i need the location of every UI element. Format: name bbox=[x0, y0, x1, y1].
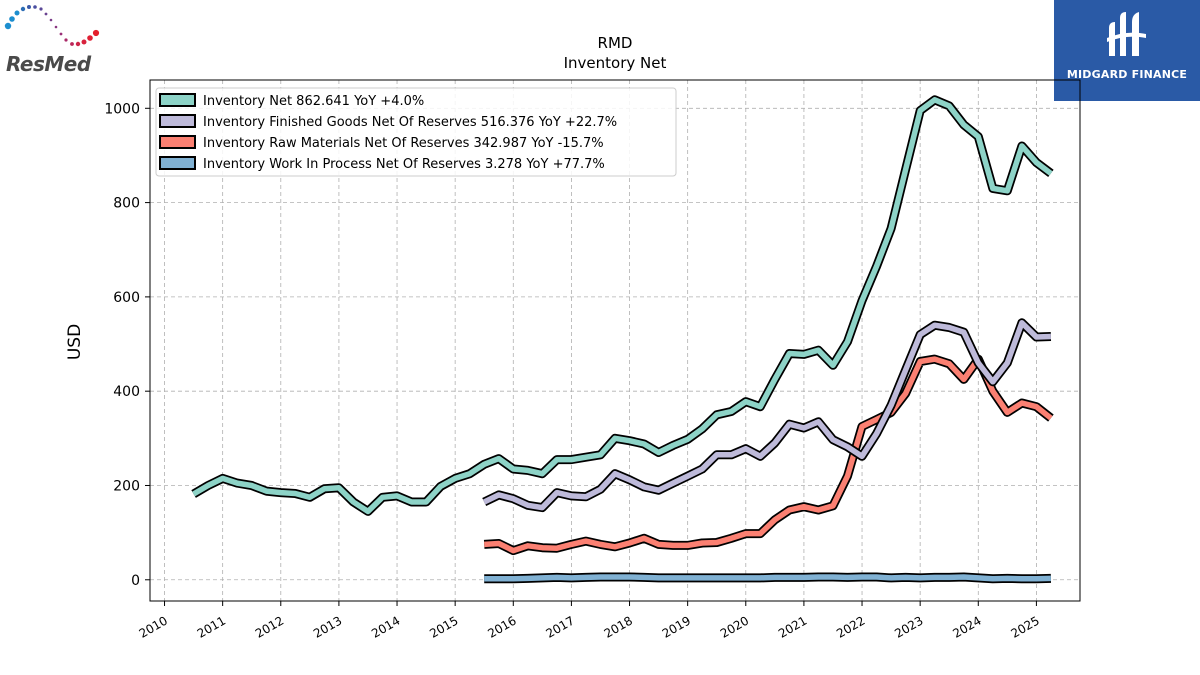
legend-label: Inventory Finished Goods Net Of Reserves… bbox=[203, 115, 617, 130]
x-tick-label: 2011 bbox=[195, 613, 228, 640]
midgard-emblem-icon bbox=[1107, 12, 1146, 56]
y-tick-label: 0 bbox=[131, 573, 140, 589]
legend-swatch bbox=[159, 114, 196, 128]
y-tick-label: 1000 bbox=[104, 101, 140, 117]
midgard-wordmark: MIDGARD FINANCE bbox=[1066, 68, 1188, 81]
x-tick-label: 2022 bbox=[834, 613, 867, 640]
y-tick-label: 200 bbox=[113, 478, 140, 494]
series-line bbox=[482, 320, 1051, 511]
x-tick-label: 2013 bbox=[311, 613, 344, 640]
resmed-wave-icon bbox=[4, 5, 100, 47]
series-layer bbox=[191, 95, 1054, 584]
legend-label: Inventory Work In Process Net Of Reserve… bbox=[203, 157, 605, 172]
x-tick-label: 2015 bbox=[427, 613, 460, 640]
legend-label: Inventory Raw Materials Net Of Reserves … bbox=[203, 136, 604, 151]
series-line bbox=[192, 97, 1053, 515]
chart-subtitle: Inventory Net bbox=[564, 54, 667, 72]
legend-swatch bbox=[159, 135, 196, 149]
legend-swatch bbox=[159, 93, 196, 107]
x-tick-label: 2017 bbox=[543, 613, 576, 640]
legend: Inventory Net 862.641 YoY +4.0% Inventory… bbox=[155, 87, 677, 177]
x-tick-label: 2018 bbox=[602, 613, 635, 640]
legend-swatch bbox=[159, 156, 196, 170]
y-tick-label: 800 bbox=[113, 196, 140, 212]
legend-label: Inventory Net 862.641 YoY +4.0% bbox=[203, 94, 424, 109]
plot-frame bbox=[149, 79, 1081, 602]
series-line bbox=[484, 356, 1053, 554]
y-tick-label: 400 bbox=[113, 384, 140, 400]
x-tick-label: 2010 bbox=[137, 613, 170, 640]
x-tick-label: 2019 bbox=[660, 613, 693, 640]
x-tick-label: 2020 bbox=[718, 613, 751, 640]
resmed-logo: ResMed bbox=[2, 2, 102, 82]
series-line bbox=[484, 574, 1051, 582]
x-tick-label: 2023 bbox=[892, 613, 925, 640]
x-tick-label: 2016 bbox=[485, 613, 518, 640]
y-axis-label: USD bbox=[65, 324, 85, 360]
series-outline bbox=[482, 318, 1052, 513]
x-tick-label: 2021 bbox=[776, 613, 809, 640]
legend-box bbox=[155, 87, 677, 177]
y-tick-label: 600 bbox=[113, 290, 140, 306]
x-tick-label: 2024 bbox=[950, 613, 983, 640]
resmed-wordmark: ResMed bbox=[6, 52, 91, 76]
x-tick-label: 2025 bbox=[1008, 613, 1041, 640]
x-tick-label: 2012 bbox=[253, 613, 286, 640]
chart-title: RMD bbox=[598, 34, 633, 52]
x-tick-label: 2014 bbox=[369, 613, 402, 640]
midgard-finance-logo: MIDGARD FINANCE bbox=[1054, 0, 1200, 101]
